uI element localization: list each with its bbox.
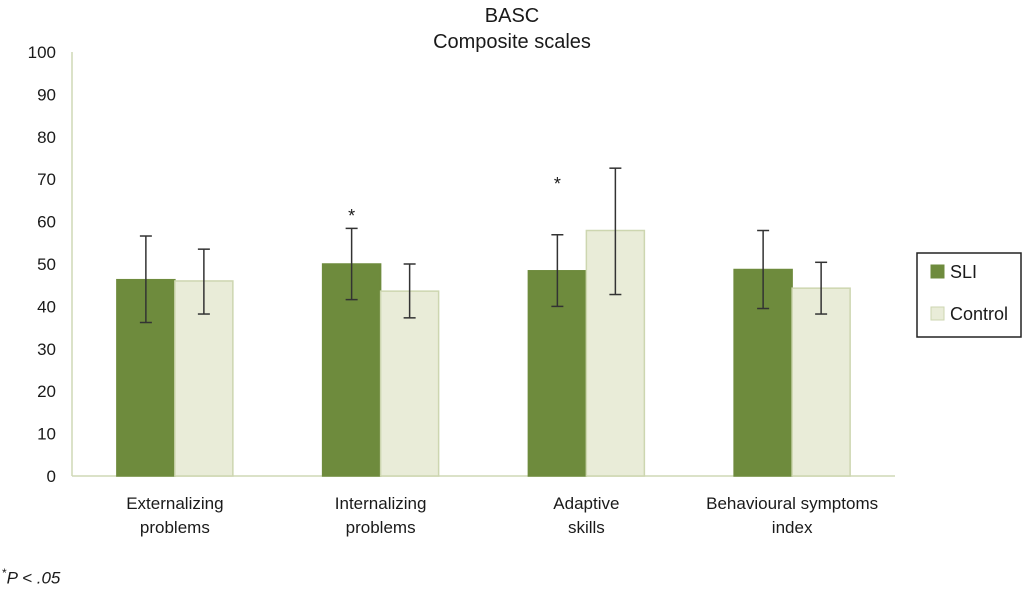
legend-swatch-sli [930, 264, 945, 279]
chart-title: BASC [485, 5, 539, 27]
legend-label-sli: SLI [950, 262, 977, 282]
y-tick-label: 70 [37, 170, 56, 189]
y-tick-label: 40 [37, 297, 56, 316]
x-category-label: Behavioural symptoms [706, 494, 878, 513]
bar-control [379, 290, 440, 477]
x-category-label: skills [568, 518, 605, 537]
footnote-text: P < .05 [6, 568, 61, 588]
x-category-label: problems [140, 518, 210, 537]
footnote-asterisk: * [2, 566, 7, 580]
bar-control [791, 287, 851, 477]
x-category-label: Externalizing [126, 494, 223, 513]
y-tick-label: 50 [37, 255, 56, 274]
legend-swatch-control [930, 306, 945, 321]
x-category-label: index [772, 518, 813, 537]
y-tick-label: 80 [37, 128, 56, 147]
legend-label-control: Control [950, 304, 1008, 324]
y-tick-label: 0 [47, 467, 56, 486]
y-tick-label: 30 [37, 340, 56, 359]
significance-footnote: *P < .05 [2, 566, 60, 589]
y-tick-label: 100 [28, 43, 56, 62]
chart-subtitle: Composite scales [433, 31, 591, 53]
y-tick-label: 10 [37, 425, 56, 444]
x-category-label: Adaptive [553, 494, 619, 513]
significance-asterisk: * [554, 174, 561, 194]
significance-asterisk: * [348, 206, 355, 226]
x-category-label: problems [346, 518, 416, 537]
y-tick-label: 90 [37, 85, 56, 104]
bar-control [174, 280, 234, 477]
y-tick-label: 60 [37, 213, 56, 232]
bar-chart: BASC Composite scales 0 10 20 30 40 50 60 70 80 90 1… [28, 5, 1022, 537]
x-category-label: Internalizing [335, 494, 427, 513]
y-tick-label: 20 [37, 382, 56, 401]
